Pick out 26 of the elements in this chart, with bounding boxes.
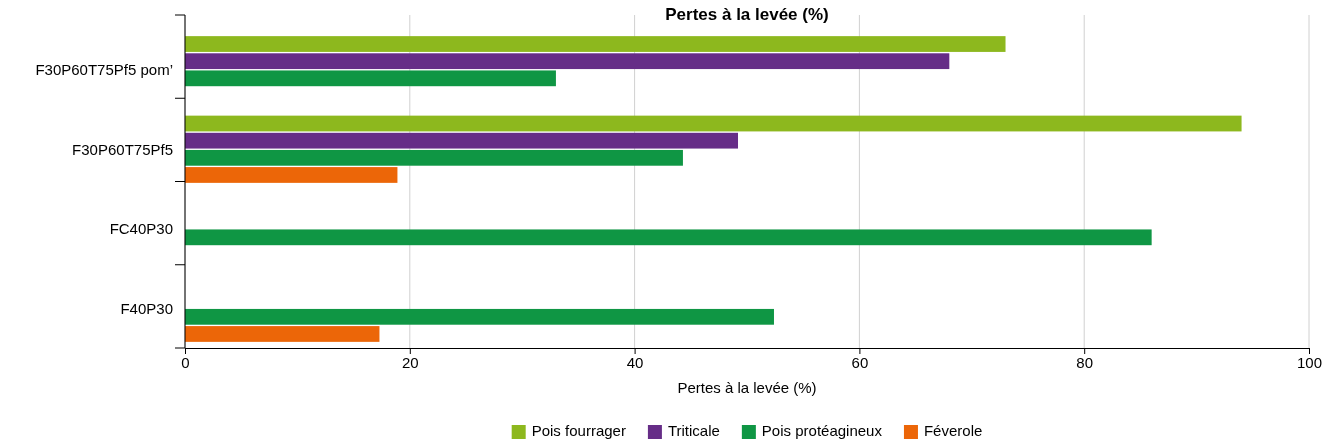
y-tick-label: FC40P30 bbox=[109, 220, 173, 237]
legend-label: Féverole bbox=[923, 422, 983, 439]
x-tick-label: 80 bbox=[1076, 353, 1094, 371]
legend-label: Triticale bbox=[667, 422, 720, 439]
bar bbox=[185, 132, 739, 149]
bar bbox=[185, 70, 556, 87]
x-tick-label: 60 bbox=[851, 353, 869, 371]
x-tick-label: 40 bbox=[626, 353, 644, 371]
bar bbox=[185, 229, 1152, 246]
bar bbox=[185, 326, 380, 342]
x-tick-label: 100 bbox=[1296, 353, 1323, 371]
chart-title: Pertes à la levée (%) bbox=[665, 5, 829, 24]
bar bbox=[185, 115, 1242, 132]
legend-label: Pois protéagineux bbox=[761, 422, 883, 439]
y-tick-label: F40P30 bbox=[120, 299, 173, 317]
bar bbox=[185, 308, 774, 325]
legend-label: Pois fourrager bbox=[531, 422, 626, 439]
bar bbox=[185, 167, 398, 183]
x-tick-label: 0 bbox=[181, 353, 190, 371]
bar bbox=[185, 149, 683, 166]
y-tick-label: F30P60T75Pf5 bbox=[72, 140, 173, 158]
bar bbox=[185, 53, 950, 70]
bar bbox=[185, 36, 1006, 52]
y-tick-label: F30P60T75Pf5 pom’ bbox=[35, 61, 173, 78]
x-tick-label: 20 bbox=[401, 353, 419, 371]
x-axis-title: Pertes à la levée (%) bbox=[677, 379, 817, 396]
